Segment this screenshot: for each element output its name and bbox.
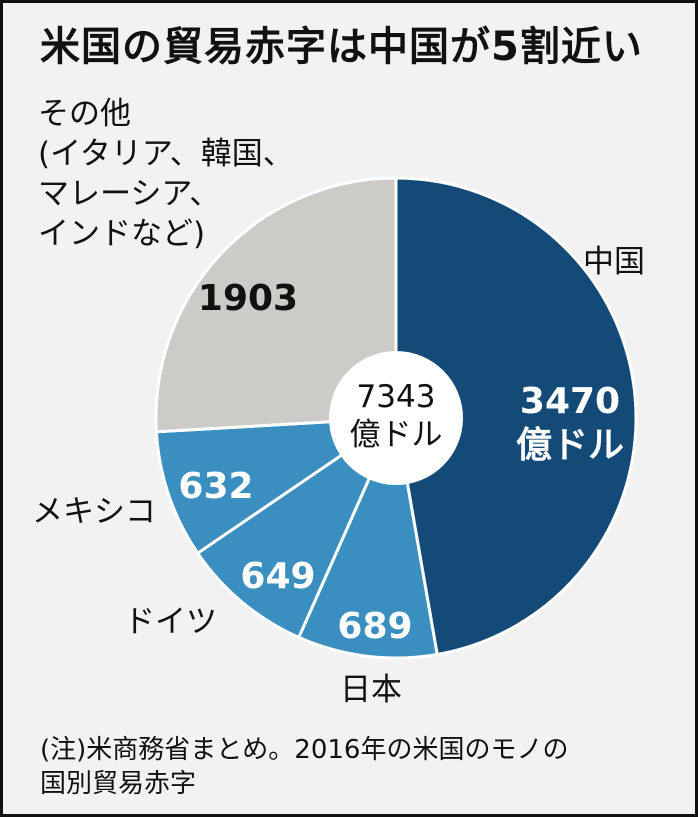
chart-title: 米国の貿易赤字は中国が5割近い	[40, 24, 643, 70]
source-note: (注)米商務省まとめ。2016年の米国のモノの 国別貿易赤字	[40, 733, 568, 801]
center-total-value: 7343	[356, 379, 436, 415]
slice-other	[154, 176, 398, 434]
slice-value-other: 1903	[197, 278, 299, 319]
source-note-line: 国別貿易赤字	[40, 769, 197, 799]
other-label-line: (イタリア、韓国、	[38, 136, 294, 172]
other-label-line: インドなど)	[38, 216, 206, 252]
center-total-unit: 億ドル	[349, 417, 443, 453]
source-note-line: (注)米商務省まとめ。2016年の米国のモノの	[40, 735, 569, 765]
slice-china	[394, 176, 638, 657]
center-total-label: 7343 億ドル	[331, 378, 461, 454]
other-label-line: その他	[38, 96, 131, 132]
donut-hole	[329, 351, 463, 485]
other-label-line: マレーシア、	[38, 176, 221, 212]
legend-label-japan: 日本	[340, 672, 402, 708]
legend-label-germany: ドイツ	[124, 604, 217, 640]
slice-mexico	[154, 416, 402, 556]
slice-germany	[195, 413, 400, 640]
legend-label-china: 中国	[583, 244, 645, 280]
slice-value-china-number: 3470	[519, 381, 621, 422]
slice-value-china-unit: 億ドル	[515, 425, 624, 466]
slice-value-china: 3470 億ドル	[500, 380, 640, 468]
legend-label-other: その他 (イタリア、韓国、 マレーシア、 インドなど)	[38, 94, 294, 254]
slice-value-germany: 649	[240, 556, 316, 597]
legend-label-mexico: メキシコ	[32, 494, 156, 530]
slice-value-mexico: 632	[178, 466, 254, 507]
slice-value-japan: 689	[337, 606, 413, 647]
